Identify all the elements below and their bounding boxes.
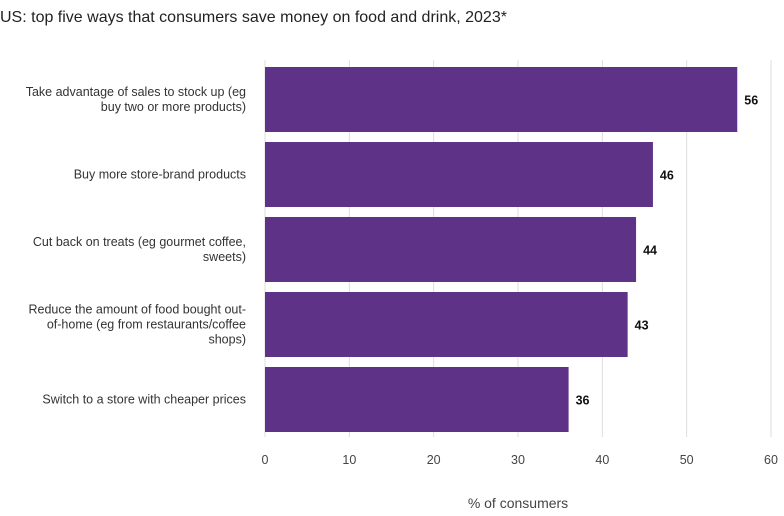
category-label: Switch to a store with cheaper prices <box>42 393 246 407</box>
bar <box>265 292 628 357</box>
chart-title: US: top five ways that consumers save mo… <box>0 9 507 26</box>
category-label-line: Reduce the amount of food bought out- <box>28 303 246 317</box>
category-label-line: Buy more store-brand products <box>74 168 246 182</box>
value-label: 36 <box>576 394 590 408</box>
bar <box>265 217 637 282</box>
category-label-line: sweets) <box>203 250 246 264</box>
value-label: 56 <box>744 94 758 108</box>
value-labels: 56 46 44 43 36 <box>576 94 759 408</box>
x-tick-label: 20 <box>427 453 441 467</box>
category-label-line: Cut back on treats (eg gourmet coffee, <box>33 235 246 249</box>
x-tick-label: 30 <box>511 453 525 467</box>
category-label-line: of-home (eg from restaurants/coffee <box>47 318 246 332</box>
value-label: 44 <box>643 244 657 258</box>
category-label-line: Switch to a store with cheaper prices <box>42 393 246 407</box>
bars <box>265 67 738 432</box>
category-label-line: buy two or more products) <box>101 100 246 114</box>
category-label: Reduce the amount of food bought out-of-… <box>28 303 246 347</box>
bar <box>265 367 569 432</box>
x-tick-label: 0 <box>262 453 269 467</box>
value-label: 43 <box>635 319 649 333</box>
category-label: Buy more store-brand products <box>74 168 246 182</box>
x-axis-title: % of consumers <box>468 495 568 511</box>
x-tick-label: 10 <box>342 453 356 467</box>
x-tick-label: 40 <box>595 453 609 467</box>
x-tick-labels: 0 10 20 30 40 50 60 <box>262 453 778 467</box>
category-label-line: shops) <box>208 333 246 347</box>
value-label: 46 <box>660 169 674 183</box>
category-labels: Take advantage of sales to stock up (eg b… <box>26 85 246 407</box>
category-label: Cut back on treats (eg gourmet coffee, sw… <box>33 235 246 264</box>
category-label: Take advantage of sales to stock up (eg b… <box>26 85 246 114</box>
x-tick-label: 60 <box>764 453 778 467</box>
bar <box>265 67 738 132</box>
bar <box>265 142 653 207</box>
category-label-line: Take advantage of sales to stock up (eg <box>26 85 246 99</box>
x-tick-label: 50 <box>680 453 694 467</box>
